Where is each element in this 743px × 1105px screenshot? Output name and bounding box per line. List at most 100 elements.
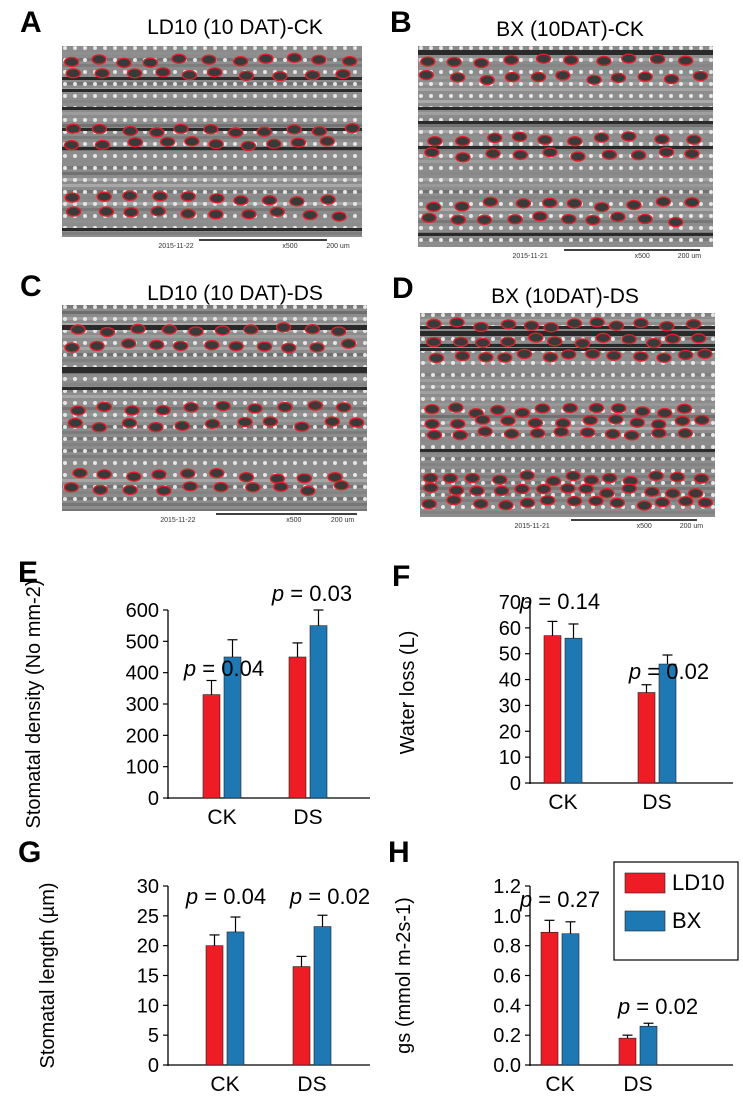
stoma-marker xyxy=(63,482,79,493)
papilla xyxy=(233,82,237,86)
stoma-marker xyxy=(563,54,579,66)
papilla xyxy=(173,46,177,50)
papilla xyxy=(143,94,147,98)
chart-svg: 0.00.20.40.60.81.01.2gs (mmol m-2s-1)CK D… xyxy=(393,861,739,1096)
papilla xyxy=(561,373,565,377)
papilla xyxy=(243,353,247,357)
papilla xyxy=(113,202,117,206)
papilla xyxy=(233,485,237,489)
dark-band xyxy=(62,367,367,370)
stoma-marker xyxy=(94,139,111,151)
papilla xyxy=(529,214,533,218)
papilla xyxy=(333,305,337,309)
stoma-marker xyxy=(294,421,310,432)
papilla xyxy=(439,46,443,50)
stoma-marker xyxy=(589,317,605,328)
papilla xyxy=(143,305,147,309)
papilla xyxy=(469,46,473,50)
papilla xyxy=(343,178,347,182)
x-tick-label: DS xyxy=(293,806,322,829)
papilla xyxy=(213,118,217,122)
papilla xyxy=(113,178,117,182)
papilla xyxy=(579,214,583,218)
papilla xyxy=(621,313,625,317)
papilla xyxy=(449,166,453,170)
papilla xyxy=(571,397,575,401)
papilla xyxy=(519,142,523,146)
papilla xyxy=(521,445,525,449)
stoma-marker xyxy=(606,350,622,361)
papilla xyxy=(599,46,603,50)
bar-ld10 xyxy=(288,656,307,799)
papilla xyxy=(531,373,535,377)
papilla xyxy=(471,397,475,401)
papilla xyxy=(631,409,635,413)
papilla xyxy=(363,377,367,381)
papilla xyxy=(103,449,107,453)
stoma-marker xyxy=(664,333,681,345)
cell-row xyxy=(62,491,367,494)
papilla xyxy=(263,142,267,146)
papilla xyxy=(419,226,423,230)
papilla xyxy=(223,317,227,321)
bar-ld10 xyxy=(618,1037,637,1066)
papilla xyxy=(323,317,327,321)
y-tick-label: 100 xyxy=(126,757,159,779)
papilla xyxy=(631,505,635,509)
papilla xyxy=(283,317,287,321)
stoma-marker xyxy=(173,123,189,134)
stoma-marker xyxy=(426,429,443,441)
papilla xyxy=(193,154,197,158)
papilla xyxy=(461,397,465,401)
papilla xyxy=(273,401,277,405)
papilla xyxy=(83,341,87,345)
papilla xyxy=(621,433,625,437)
papilla xyxy=(549,94,553,98)
papilla xyxy=(83,214,87,218)
stoma-marker xyxy=(245,482,261,493)
papilla xyxy=(709,46,713,50)
papilla xyxy=(293,377,297,381)
papilla xyxy=(323,437,327,441)
papilla xyxy=(499,202,503,206)
papilla xyxy=(569,190,573,194)
stoma-marker xyxy=(545,475,562,487)
papilla xyxy=(203,497,207,501)
papilla xyxy=(223,166,227,170)
stoma-marker xyxy=(148,339,165,351)
papilla xyxy=(193,341,197,345)
papilla xyxy=(263,70,267,74)
papilla xyxy=(293,166,297,170)
papilla xyxy=(143,449,147,453)
papilla xyxy=(283,118,287,122)
papilla xyxy=(429,190,433,194)
papilla xyxy=(471,445,475,449)
stoma-marker xyxy=(181,69,198,81)
stoma-marker xyxy=(208,209,224,220)
stoma-marker xyxy=(477,426,493,437)
papilla xyxy=(489,130,493,134)
papilla xyxy=(601,505,605,509)
papilla xyxy=(183,46,187,50)
papilla xyxy=(589,130,593,134)
papilla xyxy=(431,397,435,401)
papilla xyxy=(519,82,523,86)
stoma-marker xyxy=(91,422,107,433)
papilla xyxy=(701,457,705,461)
papilla xyxy=(313,166,317,170)
panel-letter-h: H xyxy=(388,836,410,869)
papilla xyxy=(63,473,67,477)
papilla xyxy=(203,142,207,146)
papilla xyxy=(293,46,297,50)
papilla xyxy=(63,461,67,465)
papilla xyxy=(589,226,593,230)
papilla xyxy=(333,94,337,98)
papilla xyxy=(63,178,67,182)
stoma-marker xyxy=(669,471,685,483)
papilla xyxy=(63,401,67,405)
stoma-marker xyxy=(418,69,434,81)
papilla xyxy=(283,305,287,309)
papilla xyxy=(293,437,297,441)
papilla xyxy=(203,485,207,489)
papilla xyxy=(193,190,197,194)
